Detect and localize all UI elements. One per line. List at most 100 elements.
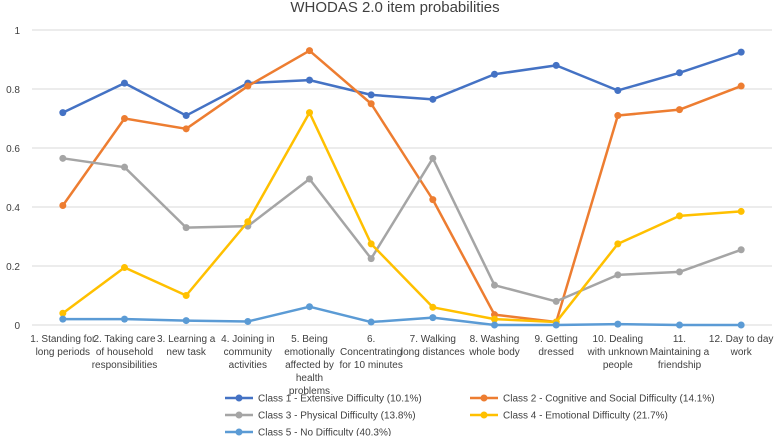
- series-line: [61, 49, 742, 324]
- y-axis: 0 0.2 0.4 0.6 0.8 1: [6, 26, 20, 332]
- x-category-label: 12. Day to day work: [709, 334, 773, 358]
- legend-entry: Class 5 - No Difficulty (40.3%): [225, 428, 391, 436]
- legend-label: Class 4 - Emotional Difficulty (21.7%): [503, 411, 668, 422]
- x-category-line: emotionally: [284, 347, 335, 358]
- data-point: [306, 109, 313, 117]
- data-point: [244, 218, 252, 226]
- series-line: [62, 50, 742, 117]
- x-category-line: 3. Learning a: [157, 334, 216, 345]
- series-1: [59, 48, 745, 120]
- x-category-label: 3. Learning a new task: [157, 334, 216, 358]
- x-category-line: 7. Walking: [410, 334, 456, 345]
- data-point: [614, 271, 622, 279]
- x-category-line: long distances: [401, 347, 465, 358]
- legend-swatch-marker: [480, 411, 488, 419]
- data-point: [182, 224, 190, 232]
- data-point: [182, 125, 190, 133]
- series-4: [59, 109, 745, 326]
- grid: [32, 29, 772, 326]
- data-point: [614, 320, 622, 328]
- x-category-line: activities: [229, 360, 267, 371]
- x-category-label: 2. Taking care of household responsibiliti…: [92, 334, 158, 371]
- data-point: [614, 86, 622, 94]
- data-point: [244, 82, 252, 90]
- x-category-line: whole body: [468, 347, 520, 358]
- x-category-line: 5. Being: [291, 334, 328, 345]
- data-point: [429, 154, 437, 162]
- x-category-label: 11. Maintaining a friendship: [650, 334, 710, 371]
- series-2: [59, 47, 745, 326]
- x-category-line: 10. Dealing: [593, 334, 644, 345]
- x-category-line: for 10 minutes: [339, 360, 402, 371]
- legend-label: Class 5 - No Difficulty (40.3%): [258, 428, 391, 436]
- data-point: [306, 303, 313, 311]
- data-point: [367, 255, 375, 263]
- legend-label: Class 3 - Physical Difficulty (13.8%): [258, 411, 416, 422]
- legend-swatch-marker: [235, 394, 243, 402]
- data-point: [491, 281, 498, 289]
- x-category-label: 1. Standing for long periods: [30, 334, 96, 358]
- data-point: [676, 212, 683, 220]
- x-category-line: community: [224, 347, 272, 358]
- legend-swatch-marker: [235, 411, 243, 419]
- x-category-line: problems: [289, 386, 330, 397]
- x-category-line: 4. Joining in: [221, 334, 274, 345]
- data-point: [367, 100, 375, 108]
- x-category-label: 7. Walking long distances: [401, 334, 465, 358]
- data-point: [182, 112, 190, 120]
- x-category-line: 12. Day to day: [709, 334, 773, 345]
- legend-entry: Class 4 - Emotional Difficulty (21.7%): [470, 411, 668, 422]
- data-point: [367, 240, 375, 248]
- legend-swatch-marker: [235, 428, 243, 436]
- data-point: [552, 297, 560, 305]
- data-point: [59, 315, 67, 323]
- legend-entry: Class 3 - Physical Difficulty (13.8%): [225, 411, 416, 422]
- data-point: [676, 69, 683, 77]
- x-category-line: health: [296, 373, 323, 384]
- data-point: [429, 95, 437, 103]
- data-point: [737, 246, 745, 254]
- data-point: [491, 315, 498, 323]
- x-category-line: people: [603, 360, 633, 371]
- data-point: [552, 61, 560, 69]
- series-5: [59, 303, 745, 329]
- x-category-line: 2. Taking care: [93, 334, 156, 345]
- data-point: [121, 115, 128, 122]
- y-tick-label: 0.6: [6, 144, 20, 155]
- y-tick-label: 1: [14, 26, 20, 37]
- x-category-label: 9. Getting dressed: [534, 334, 577, 358]
- data-point: [614, 240, 622, 248]
- x-category-line: 8. Washing: [470, 334, 520, 345]
- x-category-line: long periods: [36, 347, 90, 358]
- legend-label: Class 1 - Extensive Difficulty (10.1%): [258, 394, 422, 405]
- legend-swatch-marker: [480, 394, 488, 402]
- x-category-label: 5. Being emotionally affected by health prob…: [284, 334, 335, 397]
- data-point: [676, 268, 683, 276]
- x-category-line: with unknown: [587, 347, 649, 358]
- data-point: [244, 317, 252, 325]
- x-category-line: work: [730, 347, 753, 358]
- series-line: [62, 305, 742, 327]
- x-category-line: dressed: [538, 347, 574, 358]
- x-category-line: responsibilities: [92, 360, 158, 371]
- data-point: [306, 47, 313, 55]
- data-point: [59, 309, 67, 317]
- data-point: [367, 318, 375, 326]
- x-category-line: friendship: [658, 360, 702, 371]
- y-tick-label: 0.8: [6, 85, 20, 96]
- x-category-label: 6. Concentrating for 10 minutes: [339, 334, 402, 371]
- series-line: [62, 111, 742, 324]
- data-point: [429, 196, 437, 204]
- data-point: [491, 70, 498, 78]
- y-tick-label: 0.2: [6, 262, 20, 273]
- data-point: [737, 82, 745, 90]
- data-point: [306, 76, 313, 84]
- y-tick-label: 0.4: [6, 203, 20, 214]
- data-point: [306, 175, 313, 183]
- chart-title: WHODAS 2.0 item probabilities: [290, 0, 499, 16]
- series-line: [62, 157, 742, 303]
- data-point: [182, 317, 190, 325]
- data-point: [429, 303, 437, 311]
- data-point: [59, 109, 67, 117]
